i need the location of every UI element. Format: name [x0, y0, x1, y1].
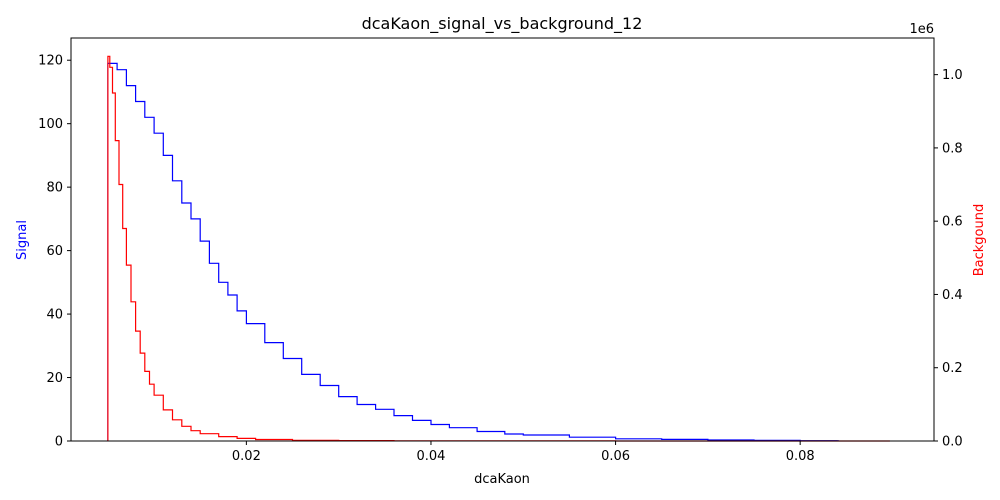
y-tick-label: 40 — [46, 308, 63, 323]
chart-title: dcaKaon_signal_vs_background_12 — [362, 14, 643, 34]
y2-tick-label: 0.0 — [942, 435, 963, 450]
plot-frame — [70, 37, 935, 442]
series-line-signal — [107, 62, 840, 442]
x-tick-label: 0.04 — [416, 449, 445, 464]
y2-axis-label: Backgound — [972, 204, 987, 277]
y-tick-label: 60 — [46, 244, 63, 259]
y2-tick-label: 0.8 — [942, 141, 963, 156]
y-tick-label: 120 — [38, 54, 63, 69]
y-tick-label: 100 — [38, 117, 63, 132]
y-tick-label: 80 — [46, 181, 63, 196]
y-axis-right: 0.0 0.2 0.4 0.6 0.8 1.0 — [934, 68, 963, 450]
x-axis: 0.02 0.04 0.06 0.08 — [232, 441, 815, 464]
x-tick-label: 0.02 — [232, 449, 261, 464]
y2-tick-label: 0.4 — [942, 288, 963, 303]
y-tick-label: 0 — [55, 435, 63, 450]
y2-multiplier-label: 1e6 — [909, 22, 934, 37]
y2-tick-label: 0.2 — [942, 361, 963, 376]
x-tick-label: 0.08 — [786, 449, 815, 464]
plot-area — [107, 55, 890, 442]
x-tick-label: 0.06 — [601, 449, 630, 464]
y-tick-label: 20 — [46, 371, 63, 386]
y2-tick-label: 1.0 — [942, 68, 963, 83]
y2-tick-label: 0.6 — [942, 215, 963, 230]
series-line-background — [107, 55, 890, 442]
x-axis-label: dcaKaon — [474, 472, 530, 487]
y-axis-left: 0 20 40 60 80 100 120 — [38, 54, 71, 450]
y-axis-label: Signal — [15, 220, 30, 260]
